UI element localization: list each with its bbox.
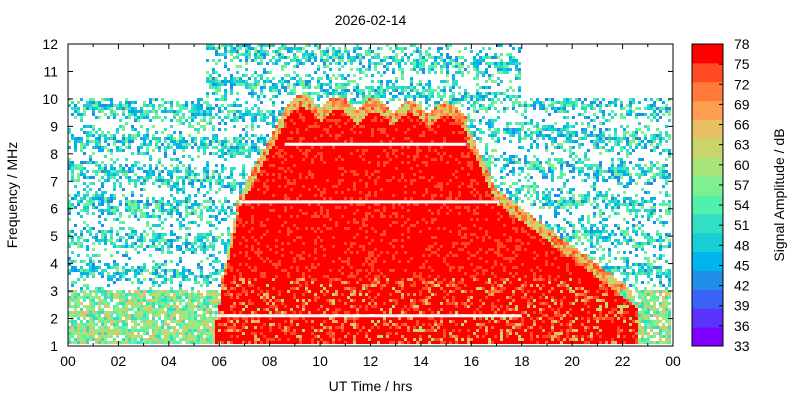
colorbar-segment xyxy=(692,176,723,195)
y-tick-label: 11 xyxy=(43,63,58,79)
x-tick-label: 00 xyxy=(60,353,76,369)
colorbar-tick-label: 54 xyxy=(734,197,750,213)
plot-area xyxy=(68,44,671,344)
x-tick-label: 12 xyxy=(363,353,379,369)
colorbar-tick-label: 60 xyxy=(734,157,750,173)
colorbar-segment xyxy=(692,82,723,101)
x-tick-label: 18 xyxy=(514,353,530,369)
colorbar-tick-label: 45 xyxy=(734,257,750,273)
colorbar-segment xyxy=(692,308,723,327)
colorbar-tick-label: 51 xyxy=(734,217,750,233)
chart-title: 2026-02-14 xyxy=(335,12,407,28)
colorbar-label: Signal Amplitude / dB xyxy=(771,128,787,261)
y-tick-label: 7 xyxy=(50,173,58,189)
x-tick-label: 14 xyxy=(413,353,429,369)
colorbar-tick-label: 36 xyxy=(734,318,750,334)
x-tick-label: 10 xyxy=(312,353,328,369)
colorbar-segment xyxy=(692,63,723,82)
colorbar-tick-label: 72 xyxy=(734,76,750,92)
x-tick-label: 00 xyxy=(665,353,681,369)
colorbar-segment xyxy=(692,233,723,252)
x-tick-label: 22 xyxy=(615,353,631,369)
x-axis-label: UT Time / hrs xyxy=(329,378,413,394)
x-tick-label: 08 xyxy=(262,353,278,369)
colorbar-tick-label: 48 xyxy=(734,237,750,253)
colorbar-tick-label: 57 xyxy=(734,177,750,193)
y-tick-label: 2 xyxy=(50,311,58,327)
x-tick-label: 16 xyxy=(464,353,480,369)
colorbar-segment xyxy=(692,252,723,271)
colorbar-segment xyxy=(692,214,723,233)
y-tick-label: 12 xyxy=(42,36,58,52)
colorbar: 33 36 39 42 45 48 51 54 57 60 63 66 69 72 75 78 xyxy=(692,36,750,354)
colorbar-tick-label: 33 xyxy=(734,338,750,354)
colorbar-tick-label: 78 xyxy=(734,36,750,52)
colorbar-tick-label: 69 xyxy=(734,96,750,112)
colorbar-tick-label: 63 xyxy=(734,137,750,153)
colorbar-segment xyxy=(692,271,723,290)
colorbar-segment xyxy=(692,101,723,120)
y-tick-label: 9 xyxy=(50,118,58,134)
y-tick-label: 10 xyxy=(42,91,58,107)
y-tick-label: 1 xyxy=(50,338,58,354)
colorbar-segment xyxy=(692,138,723,157)
colorbar-segment xyxy=(692,157,723,176)
colorbar-tick-label: 42 xyxy=(734,278,750,294)
colorbar-segment xyxy=(692,120,723,139)
colorbar-segment xyxy=(692,327,723,346)
colorbar-segment xyxy=(692,289,723,308)
y-axis-label: Frequency / MHz xyxy=(4,142,20,249)
colorbar-tick-label: 66 xyxy=(734,117,750,133)
colorbar-segment xyxy=(692,195,723,214)
x-tick-label: 02 xyxy=(111,353,127,369)
x-tick-label: 06 xyxy=(211,353,227,369)
colorbar-tick-label: 39 xyxy=(734,298,750,314)
y-tick-label: 8 xyxy=(50,146,58,162)
y-tick-label: 3 xyxy=(50,283,58,299)
x-tick-label: 20 xyxy=(564,353,580,369)
colorbar-tick-label: 75 xyxy=(734,56,750,72)
y-tick-label: 4 xyxy=(50,256,58,272)
colorbar-segment xyxy=(692,44,723,63)
x-tick-label: 04 xyxy=(161,353,177,369)
y-tick-label: 5 xyxy=(50,228,58,244)
y-tick-label: 6 xyxy=(50,201,58,217)
